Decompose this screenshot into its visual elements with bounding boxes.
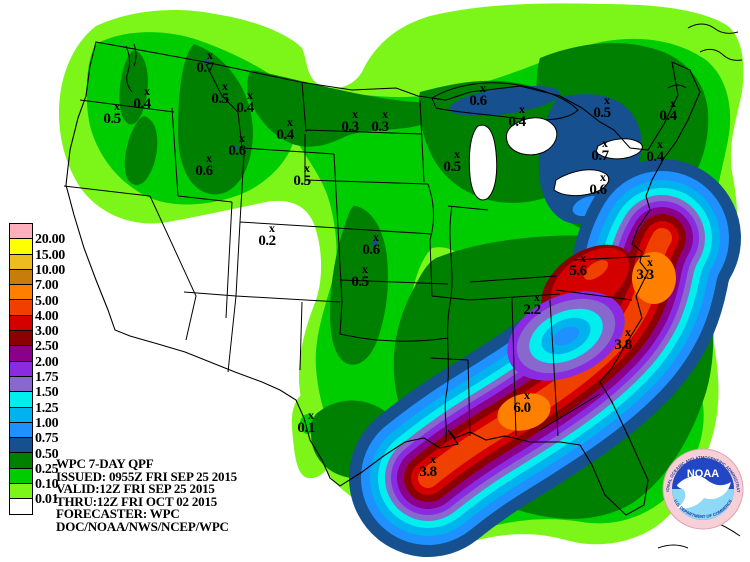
legend-swatch [9, 421, 33, 439]
legend-swatch [9, 299, 33, 316]
legend-label: 4.00 [35, 308, 59, 324]
forecaster-line: FORECASTER: WPC [56, 506, 180, 522]
legend-swatch [9, 452, 33, 469]
thru-line: THRU:12Z FRI OCT 02 2015 [56, 493, 218, 509]
noaa-logo-name: NOAA [687, 468, 719, 480]
legend-swatch [9, 314, 33, 332]
legend-swatch [9, 360, 33, 377]
legend-label: 20.00 [35, 232, 66, 248]
legend-label: 0.01 [35, 492, 59, 508]
legend-swatch [9, 406, 33, 423]
legend-swatch [9, 437, 33, 454]
legend-label: 0.75 [35, 431, 59, 447]
map-title: WPC 7-DAY QPF [56, 456, 154, 471]
conus-outline [65, 41, 701, 516]
legend-swatch [9, 467, 33, 485]
legend-label: 1.00 [35, 415, 59, 431]
great-lakes [431, 82, 643, 201]
legend-swatch [9, 345, 33, 362]
issued-line: ISSUED: 0955Z FRI SEP 25 2015 [56, 468, 237, 484]
legend-swatch [9, 223, 33, 240]
legend-label: 2.50 [35, 339, 59, 355]
noaa-gull-icon [677, 475, 731, 509]
legend-swatch [9, 268, 33, 286]
legend-label: 0.25 [35, 461, 59, 477]
legend-swatch [9, 498, 33, 515]
legend-label: 1.25 [35, 400, 59, 416]
agency-line: DOC/NOAA/NWS/NCEP/WPC [56, 518, 229, 534]
valid-line: VALID:12Z FRI SEP 25 2015 [56, 481, 215, 497]
legend-label: 5.00 [35, 293, 59, 309]
legend-label: 0.50 [35, 446, 59, 462]
noaa-logo: NOAA NATIONAL OCEANIC AND ATMOSPHERIC AD… [662, 448, 744, 530]
legend-label: 1.75 [35, 370, 59, 385]
legend-swatch [9, 483, 33, 500]
legend-label: 7.00 [35, 278, 59, 294]
mississippi-river [444, 205, 453, 443]
contour-georgia-valley [507, 291, 625, 381]
precip-legend: 20.00 15.00 10.00 7.00 5.00 4.00 3.00 2.50 2.00 1… [9, 223, 99, 515]
legend-swatch [9, 375, 33, 393]
legend-label: 3.00 [35, 324, 59, 340]
legend-label: 1.50 [35, 385, 59, 401]
legend-label: 2.00 [35, 354, 59, 370]
legend-label: 15.00 [35, 247, 66, 263]
issuance-info: WPC 7-DAY QPF ISSUED: 0955Z FRI SEP 25 2… [56, 456, 237, 534]
legend-swatch [9, 284, 33, 301]
legend-swatch [9, 238, 33, 255]
legend-label: 10.00 [35, 262, 66, 278]
legend-swatch [9, 391, 33, 408]
legend-swatch [9, 330, 33, 347]
legend-swatch [9, 253, 33, 270]
legend-label: 0.10 [35, 477, 59, 493]
